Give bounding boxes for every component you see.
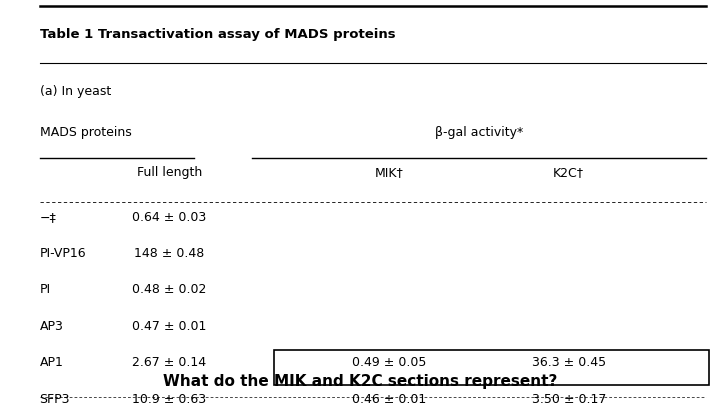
Text: 36.3 ± 0.45: 36.3 ± 0.45 bbox=[532, 356, 606, 369]
Text: 0.46 ± 0.01: 0.46 ± 0.01 bbox=[351, 393, 426, 405]
Text: (a) In yeast: (a) In yeast bbox=[40, 85, 111, 98]
Text: PI-VP16: PI-VP16 bbox=[40, 247, 86, 260]
Text: Table 1 Transactivation assay of MADS proteins: Table 1 Transactivation assay of MADS pr… bbox=[40, 28, 395, 41]
Text: 0.48 ± 0.02: 0.48 ± 0.02 bbox=[132, 284, 207, 296]
Text: PI: PI bbox=[40, 284, 50, 296]
Text: K2C†: K2C† bbox=[553, 166, 585, 179]
Text: Full length: Full length bbox=[137, 166, 202, 179]
Text: What do the MIK and K2C sections represent?: What do the MIK and K2C sections represe… bbox=[163, 374, 557, 389]
Text: 10.9 ± 0.63: 10.9 ± 0.63 bbox=[132, 393, 206, 405]
Text: 0.64 ± 0.03: 0.64 ± 0.03 bbox=[132, 211, 207, 224]
Text: 0.49 ± 0.05: 0.49 ± 0.05 bbox=[351, 356, 426, 369]
Text: SFP3: SFP3 bbox=[40, 393, 70, 405]
Text: 3.50 ± 0.17: 3.50 ± 0.17 bbox=[531, 393, 606, 405]
Text: MADS proteins: MADS proteins bbox=[40, 126, 131, 139]
Text: β-gal activity*: β-gal activity* bbox=[435, 126, 523, 139]
Text: AP1: AP1 bbox=[40, 356, 63, 369]
Text: MIK†: MIK† bbox=[374, 166, 403, 179]
Text: 2.67 ± 0.14: 2.67 ± 0.14 bbox=[132, 356, 206, 369]
Text: AP3: AP3 bbox=[40, 320, 63, 333]
Text: 148 ± 0.48: 148 ± 0.48 bbox=[134, 247, 204, 260]
Text: −‡: −‡ bbox=[40, 211, 56, 224]
Text: 0.47 ± 0.01: 0.47 ± 0.01 bbox=[132, 320, 207, 333]
